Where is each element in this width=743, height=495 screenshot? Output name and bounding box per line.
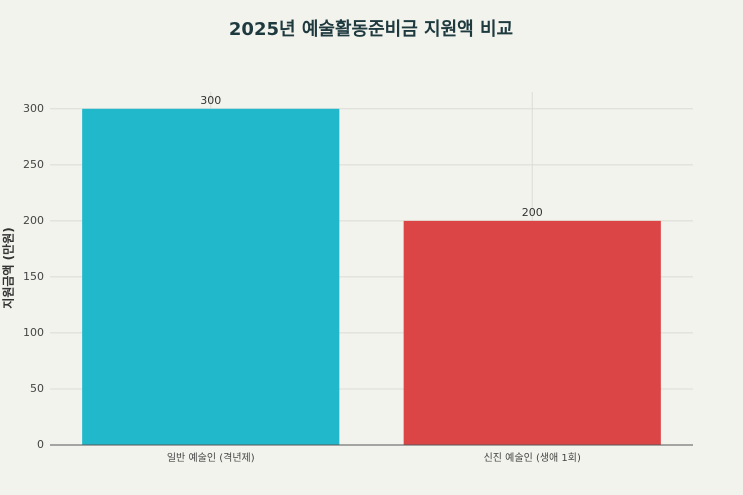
y-tick-label: 100 bbox=[23, 326, 44, 339]
x-tick-label: 일반 예술인 (격년제) bbox=[167, 451, 255, 464]
y-tick-label: 200 bbox=[23, 214, 44, 227]
y-tick-label: 150 bbox=[23, 270, 44, 283]
bar bbox=[82, 108, 340, 446]
y-tick-label: 50 bbox=[30, 382, 44, 395]
x-tick-label: 신진 예술인 (생애 1회) bbox=[484, 452, 581, 464]
y-axis-label: 지원금액 (만원) bbox=[1, 227, 16, 308]
chart-title: 2025년 예술활동준비금 지원액 비교 bbox=[229, 19, 513, 40]
y-tick-label: 0 bbox=[37, 438, 44, 451]
bar bbox=[403, 220, 661, 445]
y-tick-label: 250 bbox=[23, 158, 44, 171]
data-label: 200 bbox=[522, 206, 543, 219]
data-label: 300 bbox=[200, 94, 221, 107]
y-tick-label: 300 bbox=[23, 102, 44, 115]
